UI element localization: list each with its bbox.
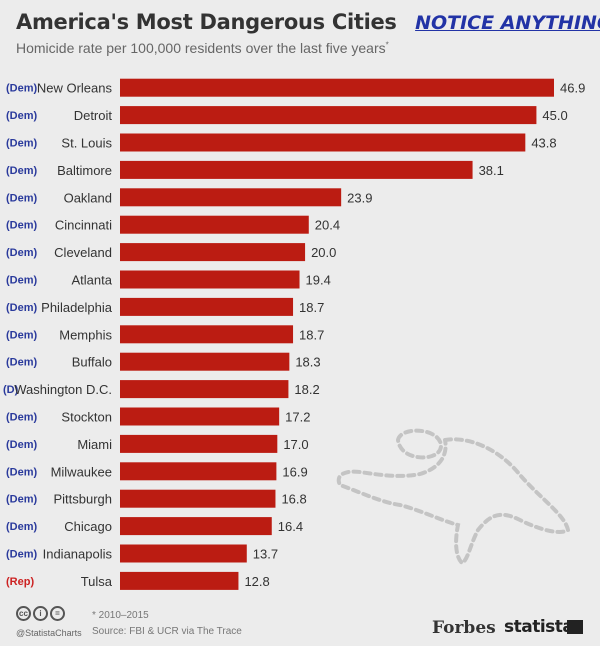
party-label: (Dem) [6, 466, 38, 478]
value-label: 18.2 [294, 382, 319, 397]
city-label: Stockton [61, 410, 112, 425]
attribution-icon: i [33, 606, 48, 621]
bar [120, 243, 306, 262]
city-label: Washington D.C. [14, 382, 112, 397]
city-label: Cleveland [54, 245, 112, 260]
party-label: (Dem) [6, 165, 38, 177]
city-label: Buffalo [72, 355, 112, 370]
bar [120, 434, 278, 453]
notice-link[interactable]: NOTICE ANYTHING? [415, 12, 600, 34]
value-label: 19.4 [306, 273, 331, 288]
city-label: Philadelphia [41, 300, 113, 315]
party-label: (Dem) [6, 110, 38, 122]
value-label: 46.9 [560, 81, 585, 96]
chalk-outline-illustration [336, 428, 571, 566]
party-label: (Rep) [6, 576, 34, 588]
value-label: 13.7 [253, 547, 278, 562]
city-label: Pittsburgh [53, 492, 112, 507]
value-label: 45.0 [542, 108, 567, 123]
party-label: (Dem) [6, 302, 38, 314]
city-label: Oakland [64, 190, 112, 205]
no-derivatives-icon: = [50, 606, 65, 621]
city-label: Chicago [64, 519, 112, 534]
party-label: (Dem) [6, 192, 38, 204]
party-label: (D) [3, 384, 19, 396]
bar [120, 160, 473, 179]
city-label: St. Louis [61, 136, 112, 151]
party-label: (Dem) [6, 220, 38, 232]
party-label: (Dem) [6, 549, 38, 561]
source-text: Source: FBI & UCR via The Trace [92, 626, 242, 637]
city-label: Tulsa [81, 574, 113, 589]
bar [120, 133, 526, 152]
party-label: (Dem) [6, 357, 38, 369]
creative-commons-icon: cc [16, 606, 31, 621]
party-label: (Dem) [6, 275, 38, 287]
city-label: Memphis [59, 327, 112, 342]
value-label: 23.9 [347, 190, 372, 205]
party-label: (Dem) [6, 412, 38, 424]
value-label: 43.8 [531, 136, 556, 151]
party-label: (Dem) [6, 521, 38, 533]
city-label: New Orleans [37, 81, 113, 96]
city-label: Detroit [74, 108, 113, 123]
statista-handle: @StatistaCharts [16, 628, 82, 638]
party-label: (Dem) [6, 83, 38, 95]
value-label: 17.0 [283, 437, 308, 452]
chart-title: America's Most Dangerous Cities [16, 10, 397, 34]
bar-group: (Dem) New Orleans 46.9(Dem) Detroit 45.0(Dem… [3, 78, 585, 590]
value-label: 20.4 [315, 218, 340, 233]
chart-subtitle: Homicide rate per 100,000 residents over… [16, 40, 389, 56]
bar [120, 352, 290, 371]
bar [120, 297, 294, 316]
city-label: Indianapolis [43, 547, 113, 562]
bar [120, 106, 537, 125]
party-label: (Dem) [6, 138, 38, 150]
bar [120, 380, 289, 399]
city-label: Miami [77, 437, 112, 452]
bar [120, 544, 247, 563]
value-label: 18.7 [299, 300, 324, 315]
value-label: 20.0 [311, 245, 336, 260]
party-label: (Dem) [6, 329, 38, 341]
bar [120, 517, 272, 536]
value-label: 38.1 [479, 163, 504, 178]
value-label: 17.2 [285, 410, 310, 425]
bar [120, 78, 554, 97]
statista-logo: statista [504, 617, 574, 637]
city-label: Milwaukee [51, 464, 112, 479]
title-row: America's Most Dangerous Cities NOTICE A… [16, 10, 600, 34]
bar [120, 188, 342, 207]
footnote: * 2010–2015 [92, 610, 149, 621]
outline-head [395, 428, 443, 460]
bar [120, 407, 280, 426]
outline-body [336, 437, 571, 566]
subtitle-text: Homicide rate per 100,000 residents over… [16, 40, 386, 56]
city-label: Baltimore [57, 163, 112, 178]
value-label: 16.9 [282, 464, 307, 479]
city-label: Cincinnati [55, 218, 112, 233]
value-label: 16.8 [281, 492, 306, 507]
subtitle-footnote-mark: * [385, 40, 389, 50]
bar [120, 462, 277, 481]
party-label: (Dem) [6, 247, 38, 259]
party-label: (Dem) [6, 494, 38, 506]
party-label: (Dem) [6, 439, 38, 451]
bar [120, 325, 294, 344]
value-label: 18.7 [299, 327, 324, 342]
bar [120, 215, 309, 234]
statista-logo-icon [567, 620, 583, 634]
city-label: Atlanta [72, 273, 113, 288]
forbes-logo: Forbes [432, 618, 496, 638]
bar [120, 571, 239, 590]
value-label: 16.4 [278, 519, 303, 534]
license-icons: cc i = [16, 606, 65, 621]
bar [120, 270, 300, 289]
value-label: 12.8 [244, 574, 269, 589]
bar [120, 489, 276, 508]
value-label: 18.3 [295, 355, 320, 370]
